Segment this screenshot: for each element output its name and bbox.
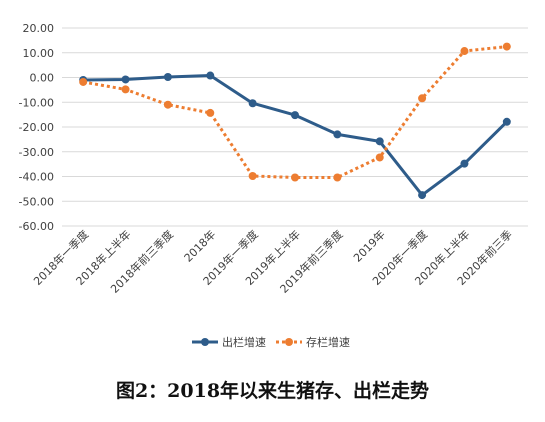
x-tick-label: 2019年 [350,227,387,264]
data-point [163,100,172,109]
data-point [333,130,342,139]
series-line-1 [82,45,507,179]
data-point [375,137,384,146]
y-tick-label: -20.00 [19,121,54,134]
data-point [418,191,427,200]
data-point [460,159,469,168]
data-point [121,85,130,94]
y-tick-label: -50.00 [19,195,54,208]
data-point [163,73,172,82]
legend-marker-1 [285,338,293,346]
data-point [291,173,299,182]
data-point [79,77,88,86]
figure-caption: 图2：2018年以来生猪存、出栏走势 [115,380,430,402]
y-tick-label: -40.00 [19,171,54,184]
y-axis-ticks: 20.00 10.00 0.00 -10.00 -20.00 -30.00 -40.00 -5… [19,22,54,233]
x-tick-label: 2018年 [181,227,218,264]
data-point [460,47,469,56]
data-point [333,173,342,182]
data-point [418,94,427,103]
data-point [502,117,511,126]
legend: 出栏增速 存栏增速 [192,335,350,349]
legend-label-1: 存栏增速 [306,335,350,349]
y-tick-label: 10.00 [23,47,55,60]
legend-marker-0 [201,338,209,346]
series-lines [82,45,508,197]
data-point [248,172,257,181]
y-tick-label: -30.00 [19,146,54,159]
y-tick-label: -10.00 [19,96,54,109]
y-tick-label: -60.00 [19,220,54,233]
data-point [121,75,130,84]
legend-label-0: 出栏增速 [222,335,266,349]
data-point [291,111,299,120]
data-point [502,42,511,51]
gridlines [62,27,528,227]
series-points [79,42,511,200]
data-point [248,99,257,108]
data-point [206,108,215,117]
y-tick-label: 0.00 [30,72,55,85]
y-tick-label: 20.00 [23,22,55,35]
data-point [375,153,384,162]
data-point [206,71,215,80]
